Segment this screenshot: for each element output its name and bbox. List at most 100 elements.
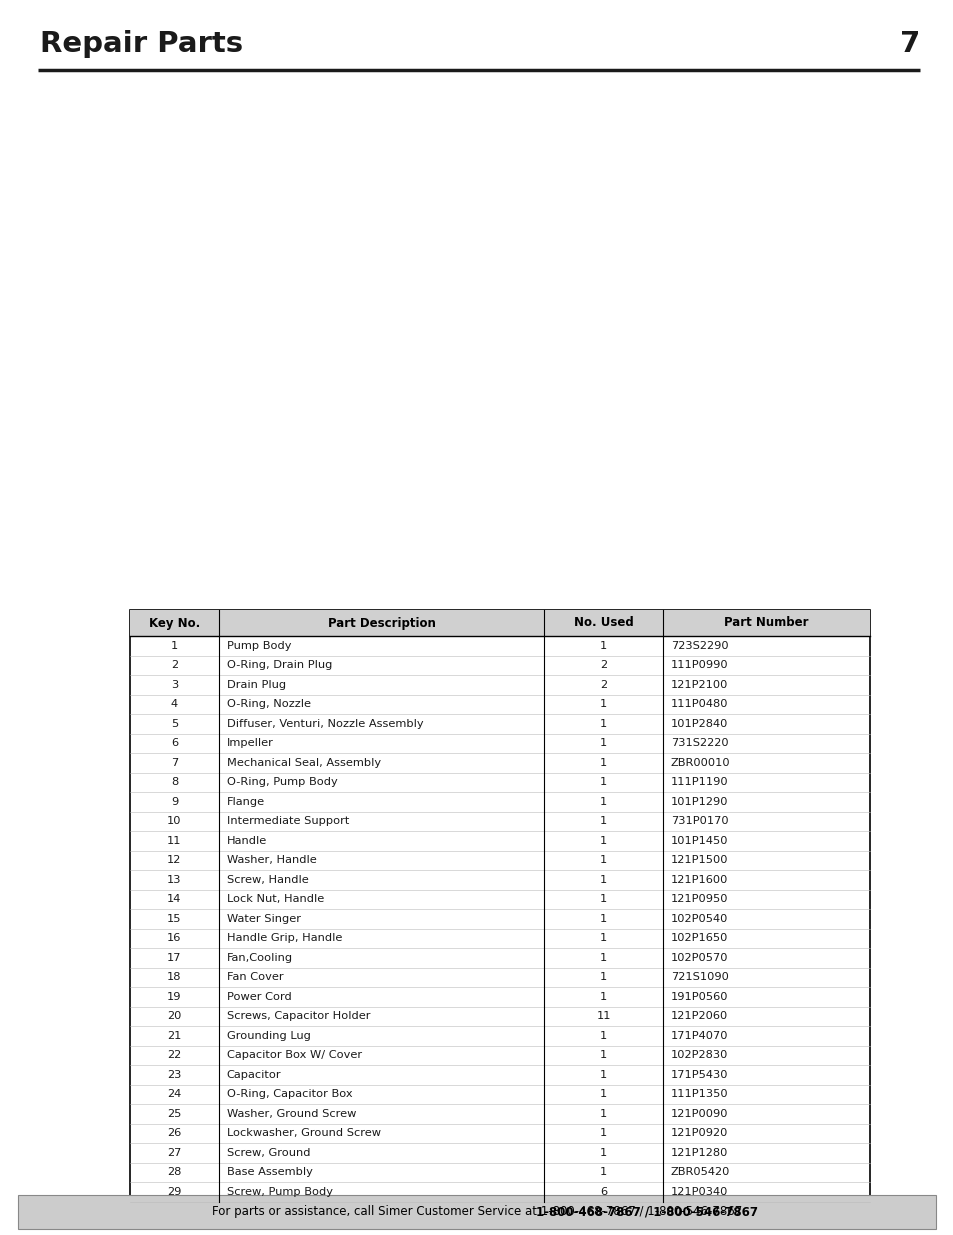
Text: 1: 1 [599,1129,607,1139]
Text: 1: 1 [599,1109,607,1119]
Text: Part Number: Part Number [723,616,808,630]
Text: 1-800-468-7867 / 1-800-546-7867: 1-800-468-7867 / 1-800-546-7867 [536,1205,757,1219]
Text: Key No.: Key No. [149,616,200,630]
Text: No. Used: No. Used [573,616,633,630]
Text: Flange: Flange [227,797,265,806]
Text: 1: 1 [599,758,607,768]
Text: 102P1650: 102P1650 [670,934,727,944]
Text: 20: 20 [167,1011,181,1021]
Text: Handle: Handle [227,836,267,846]
Text: Drain Plug: Drain Plug [227,679,286,690]
Text: Impeller: Impeller [227,739,274,748]
Text: 14: 14 [167,894,181,904]
Text: 6: 6 [599,1187,606,1197]
Text: 723S2290: 723S2290 [670,641,728,651]
Text: Power Cord: Power Cord [227,992,292,1002]
Text: 1: 1 [599,1070,607,1079]
Text: Part Description: Part Description [327,616,436,630]
Text: 111P0990: 111P0990 [670,661,728,671]
Bar [130,610,869,1202]
Text: Diffuser, Venturi, Nozzle Assembly: Diffuser, Venturi, Nozzle Assembly [227,719,423,729]
Text: 2: 2 [599,661,606,671]
Text: 2: 2 [171,661,178,671]
Text: 1: 1 [171,641,178,651]
Bar [18,1195,935,1229]
Text: 1: 1 [599,719,607,729]
Text: 121P0920: 121P0920 [670,1129,727,1139]
Text: 121P0090: 121P0090 [670,1109,727,1119]
Text: 111P1350: 111P1350 [670,1089,728,1099]
Text: 102P0570: 102P0570 [670,952,727,963]
Text: 12: 12 [167,856,181,866]
Text: 27: 27 [167,1147,181,1157]
Text: For parts or assistance, call Simer Customer Service at 1-800-468-7867 / 1-800-5: For parts or assistance, call Simer Cust… [212,1205,741,1219]
Text: 1: 1 [599,914,607,924]
Text: 18: 18 [167,972,181,982]
Text: 11: 11 [596,1011,610,1021]
Text: 15: 15 [167,914,181,924]
Text: 9: 9 [171,797,178,806]
Text: 11: 11 [167,836,181,846]
Text: 1: 1 [599,816,607,826]
Text: ZBR05420: ZBR05420 [670,1167,729,1177]
Text: 8: 8 [171,777,178,787]
Text: 1: 1 [599,1167,607,1177]
Text: 3: 3 [171,679,178,690]
Text: 17: 17 [167,952,181,963]
Text: 171P5430: 171P5430 [670,1070,727,1079]
Text: Handle Grip, Handle: Handle Grip, Handle [227,934,342,944]
Text: Capacitor Box W/ Cover: Capacitor Box W/ Cover [227,1050,361,1061]
Text: 1: 1 [599,972,607,982]
Text: 28: 28 [167,1167,181,1177]
Text: 16: 16 [167,934,181,944]
Text: Fan,Cooling: Fan,Cooling [227,952,293,963]
Text: 121P0340: 121P0340 [670,1187,727,1197]
Text: 101P2840: 101P2840 [670,719,727,729]
Text: Base Assembly: Base Assembly [227,1167,313,1177]
Text: Screw, Ground: Screw, Ground [227,1147,310,1157]
Text: 1: 1 [599,1050,607,1061]
Text: 29: 29 [167,1187,181,1197]
Text: 1: 1 [599,856,607,866]
Text: Repair Parts: Repair Parts [40,30,243,58]
Text: Fan Cover: Fan Cover [227,972,283,982]
Text: 111P1190: 111P1190 [670,777,728,787]
Text: Capacitor: Capacitor [227,1070,281,1079]
Text: O-Ring, Drain Plug: O-Ring, Drain Plug [227,661,332,671]
Text: Lock Nut, Handle: Lock Nut, Handle [227,894,324,904]
Text: 1: 1 [599,699,607,709]
Text: 101P1290: 101P1290 [670,797,727,806]
Text: 13: 13 [167,874,181,884]
Text: 121P1600: 121P1600 [670,874,727,884]
Text: 721S1090: 721S1090 [670,972,728,982]
Text: 1: 1 [599,992,607,1002]
Text: 121P2060: 121P2060 [670,1011,727,1021]
Text: 1: 1 [599,836,607,846]
Text: ZBR00010: ZBR00010 [670,758,730,768]
Text: 6: 6 [171,739,178,748]
Text: 121P0950: 121P0950 [670,894,727,904]
Text: 121P1280: 121P1280 [670,1147,727,1157]
Text: 4: 4 [171,699,178,709]
Text: 111P0480: 111P0480 [670,699,727,709]
Text: 1: 1 [599,777,607,787]
Text: 22: 22 [167,1050,181,1061]
Text: 121P2100: 121P2100 [670,679,727,690]
Text: Screw, Handle: Screw, Handle [227,874,308,884]
Text: 1: 1 [599,739,607,748]
Text: 101P1450: 101P1450 [670,836,727,846]
Text: Pump Body: Pump Body [227,641,291,651]
Text: 25: 25 [167,1109,181,1119]
Text: 23: 23 [167,1070,181,1079]
Text: Water Singer: Water Singer [227,914,300,924]
Text: 1: 1 [599,874,607,884]
Text: Screw, Pump Body: Screw, Pump Body [227,1187,333,1197]
Text: 1: 1 [599,894,607,904]
Text: Grounding Lug: Grounding Lug [227,1031,311,1041]
Text: O-Ring, Nozzle: O-Ring, Nozzle [227,699,311,709]
Text: O-Ring, Capacitor Box: O-Ring, Capacitor Box [227,1089,352,1099]
Text: 1: 1 [599,797,607,806]
Text: 7: 7 [171,758,178,768]
Text: 191P0560: 191P0560 [670,992,727,1002]
Text: 26: 26 [167,1129,181,1139]
